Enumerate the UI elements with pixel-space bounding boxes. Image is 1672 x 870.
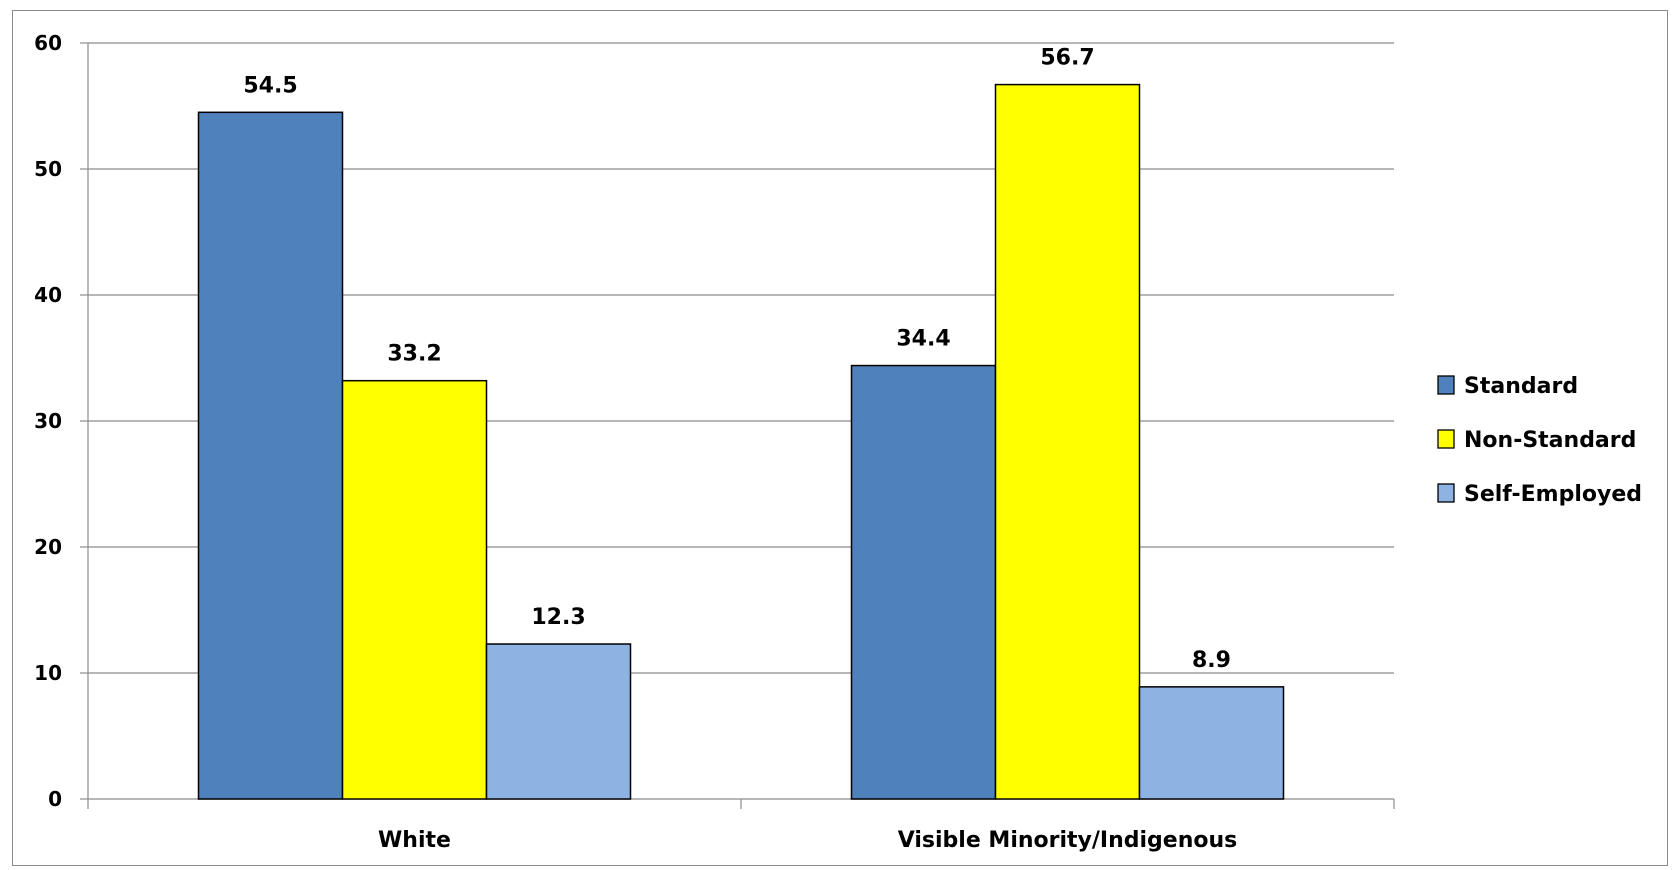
legend-swatch: [1437, 429, 1455, 449]
data-label: 54.5: [243, 73, 297, 98]
legend-label: Non-Standard: [1464, 428, 1636, 453]
x-category-label: Visible Minority/Indigenous: [898, 828, 1238, 853]
data-label: 56.7: [1040, 46, 1094, 71]
data-labels: 54.5 33.2 12.3 34.4 56.7 8.9: [243, 46, 1231, 673]
bar-non-standard: [341, 379, 488, 800]
bar-non-standard: [994, 83, 1141, 800]
bars: [197, 83, 1285, 800]
data-label: 8.9: [1192, 648, 1231, 673]
data-label: 12.3: [531, 605, 585, 630]
y-tick-label: 20: [34, 535, 62, 559]
y-tick-label: 30: [34, 409, 62, 433]
y-tick-label: 40: [34, 283, 62, 307]
bar-standard: [197, 111, 344, 800]
y-tick-label: 10: [34, 661, 62, 685]
bar-self-employed: [1138, 686, 1285, 800]
legend-swatch: [1437, 483, 1455, 503]
y-tick-label: 0: [48, 787, 62, 811]
y-tick-label: 50: [34, 157, 62, 181]
data-label: 33.2: [387, 342, 441, 367]
x-category-label: White: [378, 828, 451, 853]
data-label: 34.4: [896, 327, 950, 352]
y-tick-label: 60: [34, 31, 62, 55]
legend-label: Standard: [1464, 374, 1578, 399]
legend: Standard Non-Standard Self-Employed: [1437, 374, 1642, 507]
bar-self-employed: [485, 643, 632, 800]
legend-label: Self-Employed: [1464, 482, 1642, 507]
bar-standard: [850, 364, 997, 800]
legend-swatch: [1437, 375, 1455, 395]
